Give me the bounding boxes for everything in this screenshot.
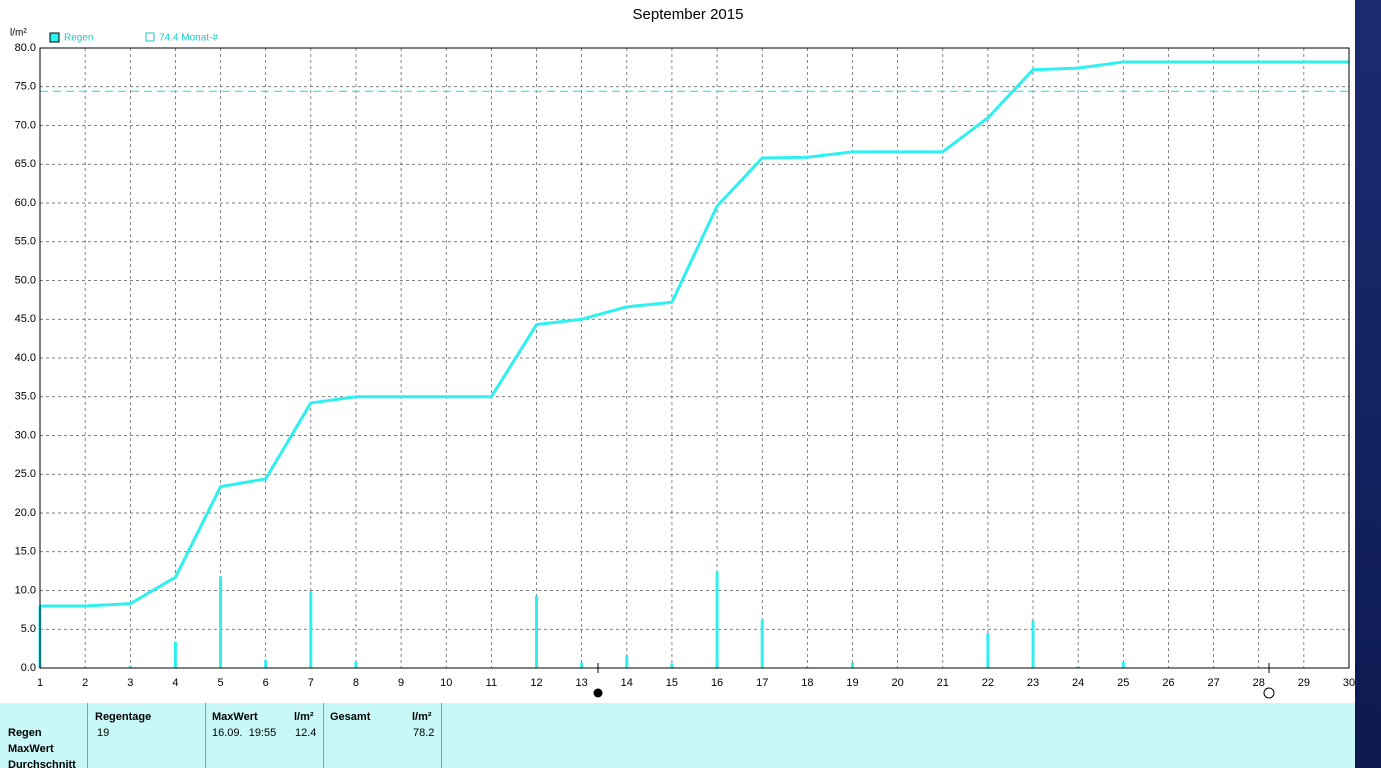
cell: 78.2 bbox=[413, 727, 435, 739]
row-label: MaxWert bbox=[8, 743, 54, 755]
header-cell: l/m² bbox=[412, 711, 432, 723]
legend-swatch bbox=[49, 32, 60, 43]
y-tick-label: 65.0 bbox=[15, 158, 36, 170]
bar bbox=[128, 665, 132, 668]
y-tick-label: 35.0 bbox=[15, 391, 36, 403]
bar bbox=[354, 661, 358, 668]
x-tick-label: 30 bbox=[1343, 677, 1355, 689]
cell: 12.4 bbox=[295, 727, 317, 739]
bar bbox=[580, 662, 584, 668]
x-tick-label: 5 bbox=[217, 677, 223, 689]
summary-table: Regentage MaxWert l/m² Gesamt l/m² Regen… bbox=[0, 703, 1355, 771]
header-cell: MaxWert bbox=[212, 711, 258, 723]
separator bbox=[87, 703, 88, 768]
x-tick-label: 18 bbox=[801, 677, 813, 689]
y-tick-label: 55.0 bbox=[15, 236, 36, 248]
y-axis-label: l/m² bbox=[10, 28, 27, 39]
y-tick-label: 0.0 bbox=[21, 662, 36, 674]
x-tick-label: 13 bbox=[576, 677, 588, 689]
separator bbox=[205, 703, 206, 768]
x-tick-label: 10 bbox=[440, 677, 452, 689]
x-tick-label: 29 bbox=[1298, 677, 1310, 689]
y-tick-label: 5.0 bbox=[21, 623, 36, 635]
y-tick-label: 20.0 bbox=[15, 507, 36, 519]
header-cell: Regentage bbox=[95, 711, 152, 723]
bar bbox=[670, 663, 674, 668]
y-tick-label: 70.0 bbox=[15, 119, 36, 131]
x-tick-label: 4 bbox=[172, 677, 178, 689]
x-tick-label: 24 bbox=[1072, 677, 1084, 689]
x-tick-label: 21 bbox=[937, 677, 949, 689]
y-tick-label: 45.0 bbox=[15, 313, 36, 325]
bar bbox=[715, 571, 719, 668]
separator bbox=[441, 703, 442, 768]
y-tick-label: 10.0 bbox=[15, 584, 36, 596]
y-tick-label: 60.0 bbox=[15, 197, 36, 209]
bar bbox=[535, 595, 539, 668]
x-tick-label: 8 bbox=[353, 677, 359, 689]
x-tick-label: 26 bbox=[1162, 677, 1174, 689]
y-tick-label: 40.0 bbox=[15, 352, 36, 364]
x-tick-label: 2 bbox=[82, 677, 88, 689]
row-label: Durchschnitt bbox=[8, 759, 76, 771]
plot-frame bbox=[39, 47, 1350, 669]
moon-icon bbox=[1263, 687, 1275, 699]
x-tick-label: 28 bbox=[1253, 677, 1265, 689]
window-edge bbox=[1355, 0, 1381, 768]
moon-icon bbox=[593, 688, 603, 698]
bar bbox=[1076, 666, 1080, 668]
x-tick-label: 12 bbox=[530, 677, 542, 689]
row-label: Regen bbox=[8, 727, 42, 739]
separator bbox=[323, 703, 324, 768]
x-tick-label: 14 bbox=[621, 677, 633, 689]
x-tick-label: 6 bbox=[263, 677, 269, 689]
y-tick-label: 80.0 bbox=[15, 42, 36, 54]
y-tick-label: 50.0 bbox=[15, 274, 36, 286]
x-tick-label: 15 bbox=[666, 677, 678, 689]
cell: 16.09. 19:55 bbox=[212, 727, 277, 739]
bar bbox=[309, 591, 313, 668]
y-tick-label: 30.0 bbox=[15, 429, 36, 441]
chart: September 2015 l/m² Regen 74.4 Monat-# 0… bbox=[10, 6, 1355, 699]
x-tick-label: 22 bbox=[982, 677, 994, 689]
x-tick-label: 27 bbox=[1207, 677, 1219, 689]
header-cell: l/m² bbox=[294, 711, 314, 723]
bar bbox=[760, 619, 764, 668]
x-tick-label: 3 bbox=[127, 677, 133, 689]
x-tick-label: 17 bbox=[756, 677, 768, 689]
x-tick-label: 9 bbox=[398, 677, 404, 689]
x-tick-label: 25 bbox=[1117, 677, 1129, 689]
y-tick-label: 75.0 bbox=[15, 81, 36, 93]
bar bbox=[1031, 620, 1035, 668]
x-tick-label: 20 bbox=[891, 677, 903, 689]
bar bbox=[1121, 661, 1125, 668]
legend-swatch bbox=[145, 32, 155, 42]
bar bbox=[986, 633, 990, 668]
bar bbox=[264, 660, 268, 668]
cell: 19 bbox=[97, 727, 110, 739]
x-tick-label: 1 bbox=[37, 677, 43, 689]
chart-title: September 2015 bbox=[633, 6, 744, 23]
bar bbox=[625, 655, 629, 668]
x-tick-label: 16 bbox=[711, 677, 723, 689]
y-tick-label: 25.0 bbox=[15, 468, 36, 480]
x-tick-label: 11 bbox=[486, 677, 497, 689]
cumulative-line bbox=[40, 60, 1349, 608]
x-tick-label: 7 bbox=[308, 677, 314, 689]
y-tick-label: 15.0 bbox=[15, 546, 36, 558]
legend-label: 74.4 Monat-# bbox=[159, 33, 218, 44]
bar bbox=[173, 641, 177, 668]
bar bbox=[850, 662, 854, 668]
x-tick-label: 23 bbox=[1027, 677, 1039, 689]
x-tick-label: 19 bbox=[846, 677, 858, 689]
header-cell: Gesamt bbox=[330, 711, 371, 723]
legend-label: Regen bbox=[64, 33, 93, 44]
bar bbox=[219, 576, 223, 668]
